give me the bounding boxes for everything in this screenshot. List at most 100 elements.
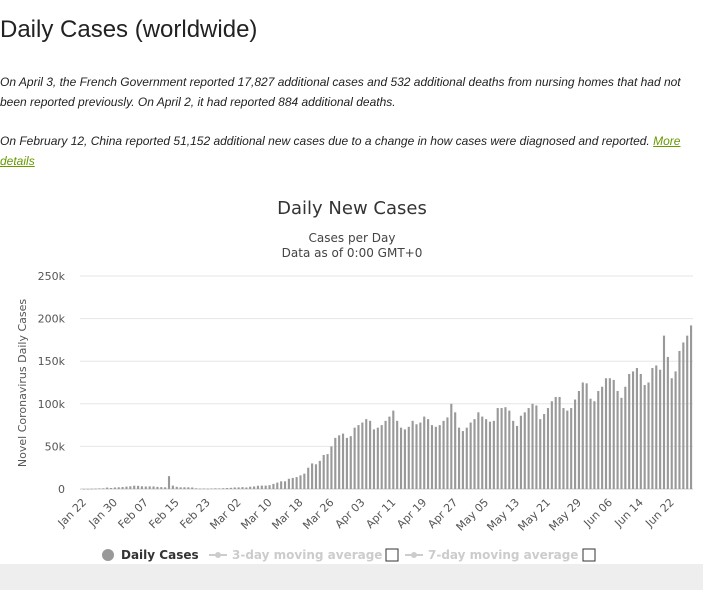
- legend-3-day-checkbox[interactable]: [385, 548, 399, 562]
- bar[interactable]: [465, 427, 468, 489]
- bar[interactable]: [396, 420, 399, 489]
- bar[interactable]: [632, 371, 635, 489]
- bar[interactable]: [573, 399, 577, 489]
- bar[interactable]: [380, 425, 383, 489]
- bar[interactable]: [666, 356, 669, 489]
- bar[interactable]: [210, 488, 213, 490]
- bar[interactable]: [357, 425, 360, 489]
- bar[interactable]: [222, 488, 225, 489]
- bar[interactable]: [280, 481, 283, 489]
- bar[interactable]: [550, 401, 553, 489]
- bar[interactable]: [125, 486, 128, 489]
- bar[interactable]: [500, 408, 503, 489]
- bar[interactable]: [330, 446, 333, 489]
- bar[interactable]: [690, 325, 693, 489]
- bar[interactable]: [307, 467, 310, 489]
- bar[interactable]: [682, 342, 685, 489]
- bar[interactable]: [268, 485, 271, 489]
- bar[interactable]: [237, 487, 240, 489]
- bar[interactable]: [593, 401, 596, 489]
- bar[interactable]: [117, 487, 120, 489]
- bar[interactable]: [620, 397, 623, 489]
- bar[interactable]: [515, 425, 519, 489]
- bar[interactable]: [562, 408, 565, 489]
- bar[interactable]: [442, 420, 445, 489]
- bar[interactable]: [539, 419, 542, 489]
- bar[interactable]: [86, 488, 89, 490]
- legend-item-daily-cases[interactable]: Daily Cases: [102, 548, 199, 562]
- bar[interactable]: [496, 408, 499, 489]
- bar[interactable]: [106, 487, 109, 489]
- bar[interactable]: [577, 391, 580, 489]
- bar[interactable]: [318, 460, 321, 489]
- bar[interactable]: [423, 416, 426, 489]
- bar[interactable]: [628, 373, 631, 489]
- bar[interactable]: [581, 382, 584, 490]
- bar[interactable]: [198, 488, 202, 490]
- bar[interactable]: [160, 487, 163, 489]
- bar[interactable]: [411, 420, 414, 489]
- bar[interactable]: [341, 433, 345, 489]
- bar[interactable]: [156, 486, 159, 489]
- bar[interactable]: [531, 403, 534, 489]
- bar[interactable]: [554, 396, 557, 489]
- legend-7-day-checkbox[interactable]: [582, 548, 596, 562]
- bar[interactable]: [171, 485, 174, 489]
- bar[interactable]: [167, 476, 171, 489]
- bar[interactable]: [140, 486, 144, 489]
- bar[interactable]: [384, 420, 387, 489]
- more-details-link[interactable]: More details: [0, 134, 681, 168]
- bar[interactable]: [287, 478, 290, 489]
- bar[interactable]: [245, 487, 248, 489]
- bar[interactable]: [338, 435, 341, 489]
- bar[interactable]: [546, 408, 550, 489]
- bar[interactable]: [438, 425, 441, 489]
- bar[interactable]: [195, 488, 198, 489]
- bar[interactable]: [113, 487, 116, 489]
- bar[interactable]: [639, 373, 642, 489]
- bar[interactable]: [427, 419, 430, 489]
- bar[interactable]: [311, 463, 314, 489]
- bar[interactable]: [249, 486, 252, 489]
- bar[interactable]: [353, 427, 356, 489]
- bar[interactable]: [326, 454, 329, 489]
- bar[interactable]: [164, 487, 167, 489]
- bar[interactable]: [481, 416, 484, 489]
- bar[interactable]: [686, 335, 689, 489]
- bar[interactable]: [670, 378, 673, 489]
- bar[interactable]: [283, 481, 287, 489]
- bar[interactable]: [558, 396, 561, 489]
- bar[interactable]: [388, 416, 391, 489]
- bar[interactable]: [624, 386, 627, 489]
- bar[interactable]: [469, 422, 472, 489]
- bar[interactable]: [488, 421, 492, 489]
- bar[interactable]: [314, 464, 318, 489]
- bar[interactable]: [121, 487, 124, 489]
- bar[interactable]: [601, 386, 604, 489]
- bar[interactable]: [450, 403, 453, 489]
- bar[interactable]: [187, 487, 190, 489]
- bar[interactable]: [477, 412, 480, 489]
- bar[interactable]: [369, 420, 372, 489]
- bar[interactable]: [90, 488, 93, 490]
- bar[interactable]: [102, 488, 105, 489]
- bar[interactable]: [527, 408, 530, 489]
- bar[interactable]: [365, 419, 368, 489]
- bar[interactable]: [407, 426, 410, 489]
- bar[interactable]: [585, 383, 588, 489]
- bar[interactable]: [94, 488, 97, 490]
- bar[interactable]: [253, 486, 256, 489]
- bar[interactable]: [678, 350, 681, 489]
- bar[interactable]: [98, 488, 101, 489]
- bar[interactable]: [291, 477, 294, 489]
- bar[interactable]: [647, 382, 650, 490]
- bar[interactable]: [461, 431, 464, 489]
- bar[interactable]: [512, 420, 515, 489]
- bar[interactable]: [674, 371, 677, 489]
- bar[interactable]: [523, 412, 526, 489]
- bar[interactable]: [144, 486, 147, 489]
- legend-item-7-day-average[interactable]: 7-day moving average: [405, 548, 578, 562]
- bar[interactable]: [133, 485, 136, 489]
- legend-item-3-day-average[interactable]: 3-day moving average: [209, 548, 382, 562]
- bar[interactable]: [191, 487, 194, 489]
